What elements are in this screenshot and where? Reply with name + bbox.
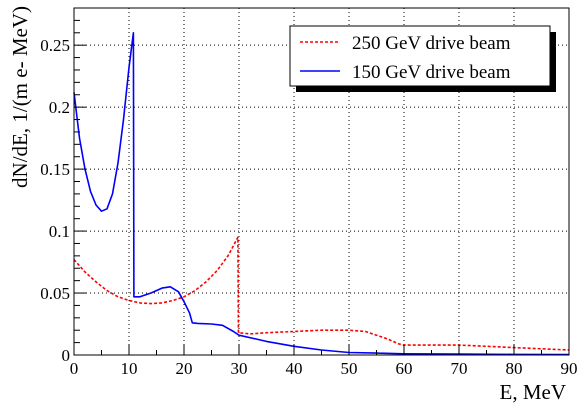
x-axis-title: E, MeV: [500, 380, 567, 404]
y-tick-label: 0.2: [49, 98, 70, 117]
y-tick-label: 0.25: [40, 36, 70, 55]
legend: 250 GeV drive beam 150 GeV drive beam: [289, 25, 556, 92]
y-tick-label: 0.1: [49, 222, 70, 241]
legend-box: [289, 25, 551, 87]
x-tick-label: 20: [176, 359, 193, 378]
x-tick-label: 60: [396, 359, 413, 378]
x-tick-label: 40: [286, 359, 303, 378]
x-tick-label: 0: [70, 359, 79, 378]
series-layer: [73, 31, 570, 356]
legend-label-250: 250 GeV drive beam: [352, 33, 511, 54]
x-tick-label: 80: [506, 359, 523, 378]
y-axis: 0 0.05 0.1 0.15 0.2 0.25: [40, 19, 86, 365]
x-axis: 0 10 20 30 40 50 60 70 80 90: [70, 345, 577, 378]
y-tick-label: 0.05: [40, 284, 70, 303]
series-line-1: [73, 31, 570, 356]
legend-label-150: 150 GeV drive beam: [352, 62, 511, 83]
x-tick-label: 50: [341, 359, 358, 378]
x-tick-label: 30: [231, 359, 248, 378]
x-tick-label: 70: [451, 359, 468, 378]
y-tick-label: 0.15: [40, 160, 70, 179]
x-tick-label: 90: [561, 359, 577, 378]
y-axis-title: dN/dE, 1/(m e- MeV): [8, 6, 32, 188]
y-tick-label: 0: [62, 346, 71, 365]
x-tick-label: 10: [121, 359, 138, 378]
